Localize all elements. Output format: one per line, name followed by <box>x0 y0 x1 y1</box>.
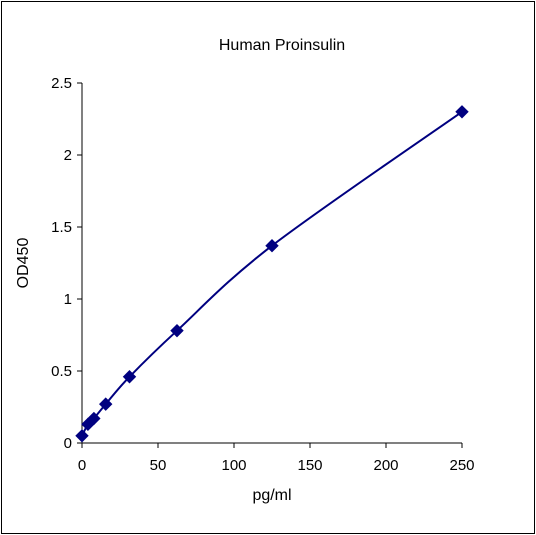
data-point <box>265 239 279 253</box>
data-point <box>75 429 89 443</box>
data-point <box>122 370 137 384</box>
y-tick-label: 0.5 <box>51 363 72 380</box>
y-tick-label: 2 <box>64 147 72 164</box>
tick-labels: 0 50 100 150 200 250 0 0.5 1 1.5 2 2.5 <box>51 75 474 474</box>
x-tick-label: 50 <box>150 457 167 474</box>
x-tick-label: 100 <box>221 457 246 474</box>
x-tick-label: 200 <box>373 457 398 474</box>
data-point <box>99 397 113 411</box>
axes <box>77 82 463 448</box>
fit-curve <box>81 110 463 437</box>
y-tick-label: 0 <box>64 435 72 452</box>
x-tick-label: 150 <box>297 457 322 474</box>
data-point <box>170 323 184 338</box>
x-tick-label: 0 <box>78 457 86 474</box>
x-axis-title: pg/ml <box>252 487 291 504</box>
data-point <box>455 105 469 119</box>
x-tick-label: 250 <box>449 457 474 474</box>
y-tick-label: 1 <box>64 291 72 308</box>
chart-title: Human Proinsulin <box>219 37 345 54</box>
data-point <box>87 411 101 426</box>
y-axis-title: OD450 <box>15 238 32 289</box>
y-tick-label: 2.5 <box>51 75 72 92</box>
data-points <box>75 105 469 443</box>
y-tick-label: 1.5 <box>51 219 72 236</box>
